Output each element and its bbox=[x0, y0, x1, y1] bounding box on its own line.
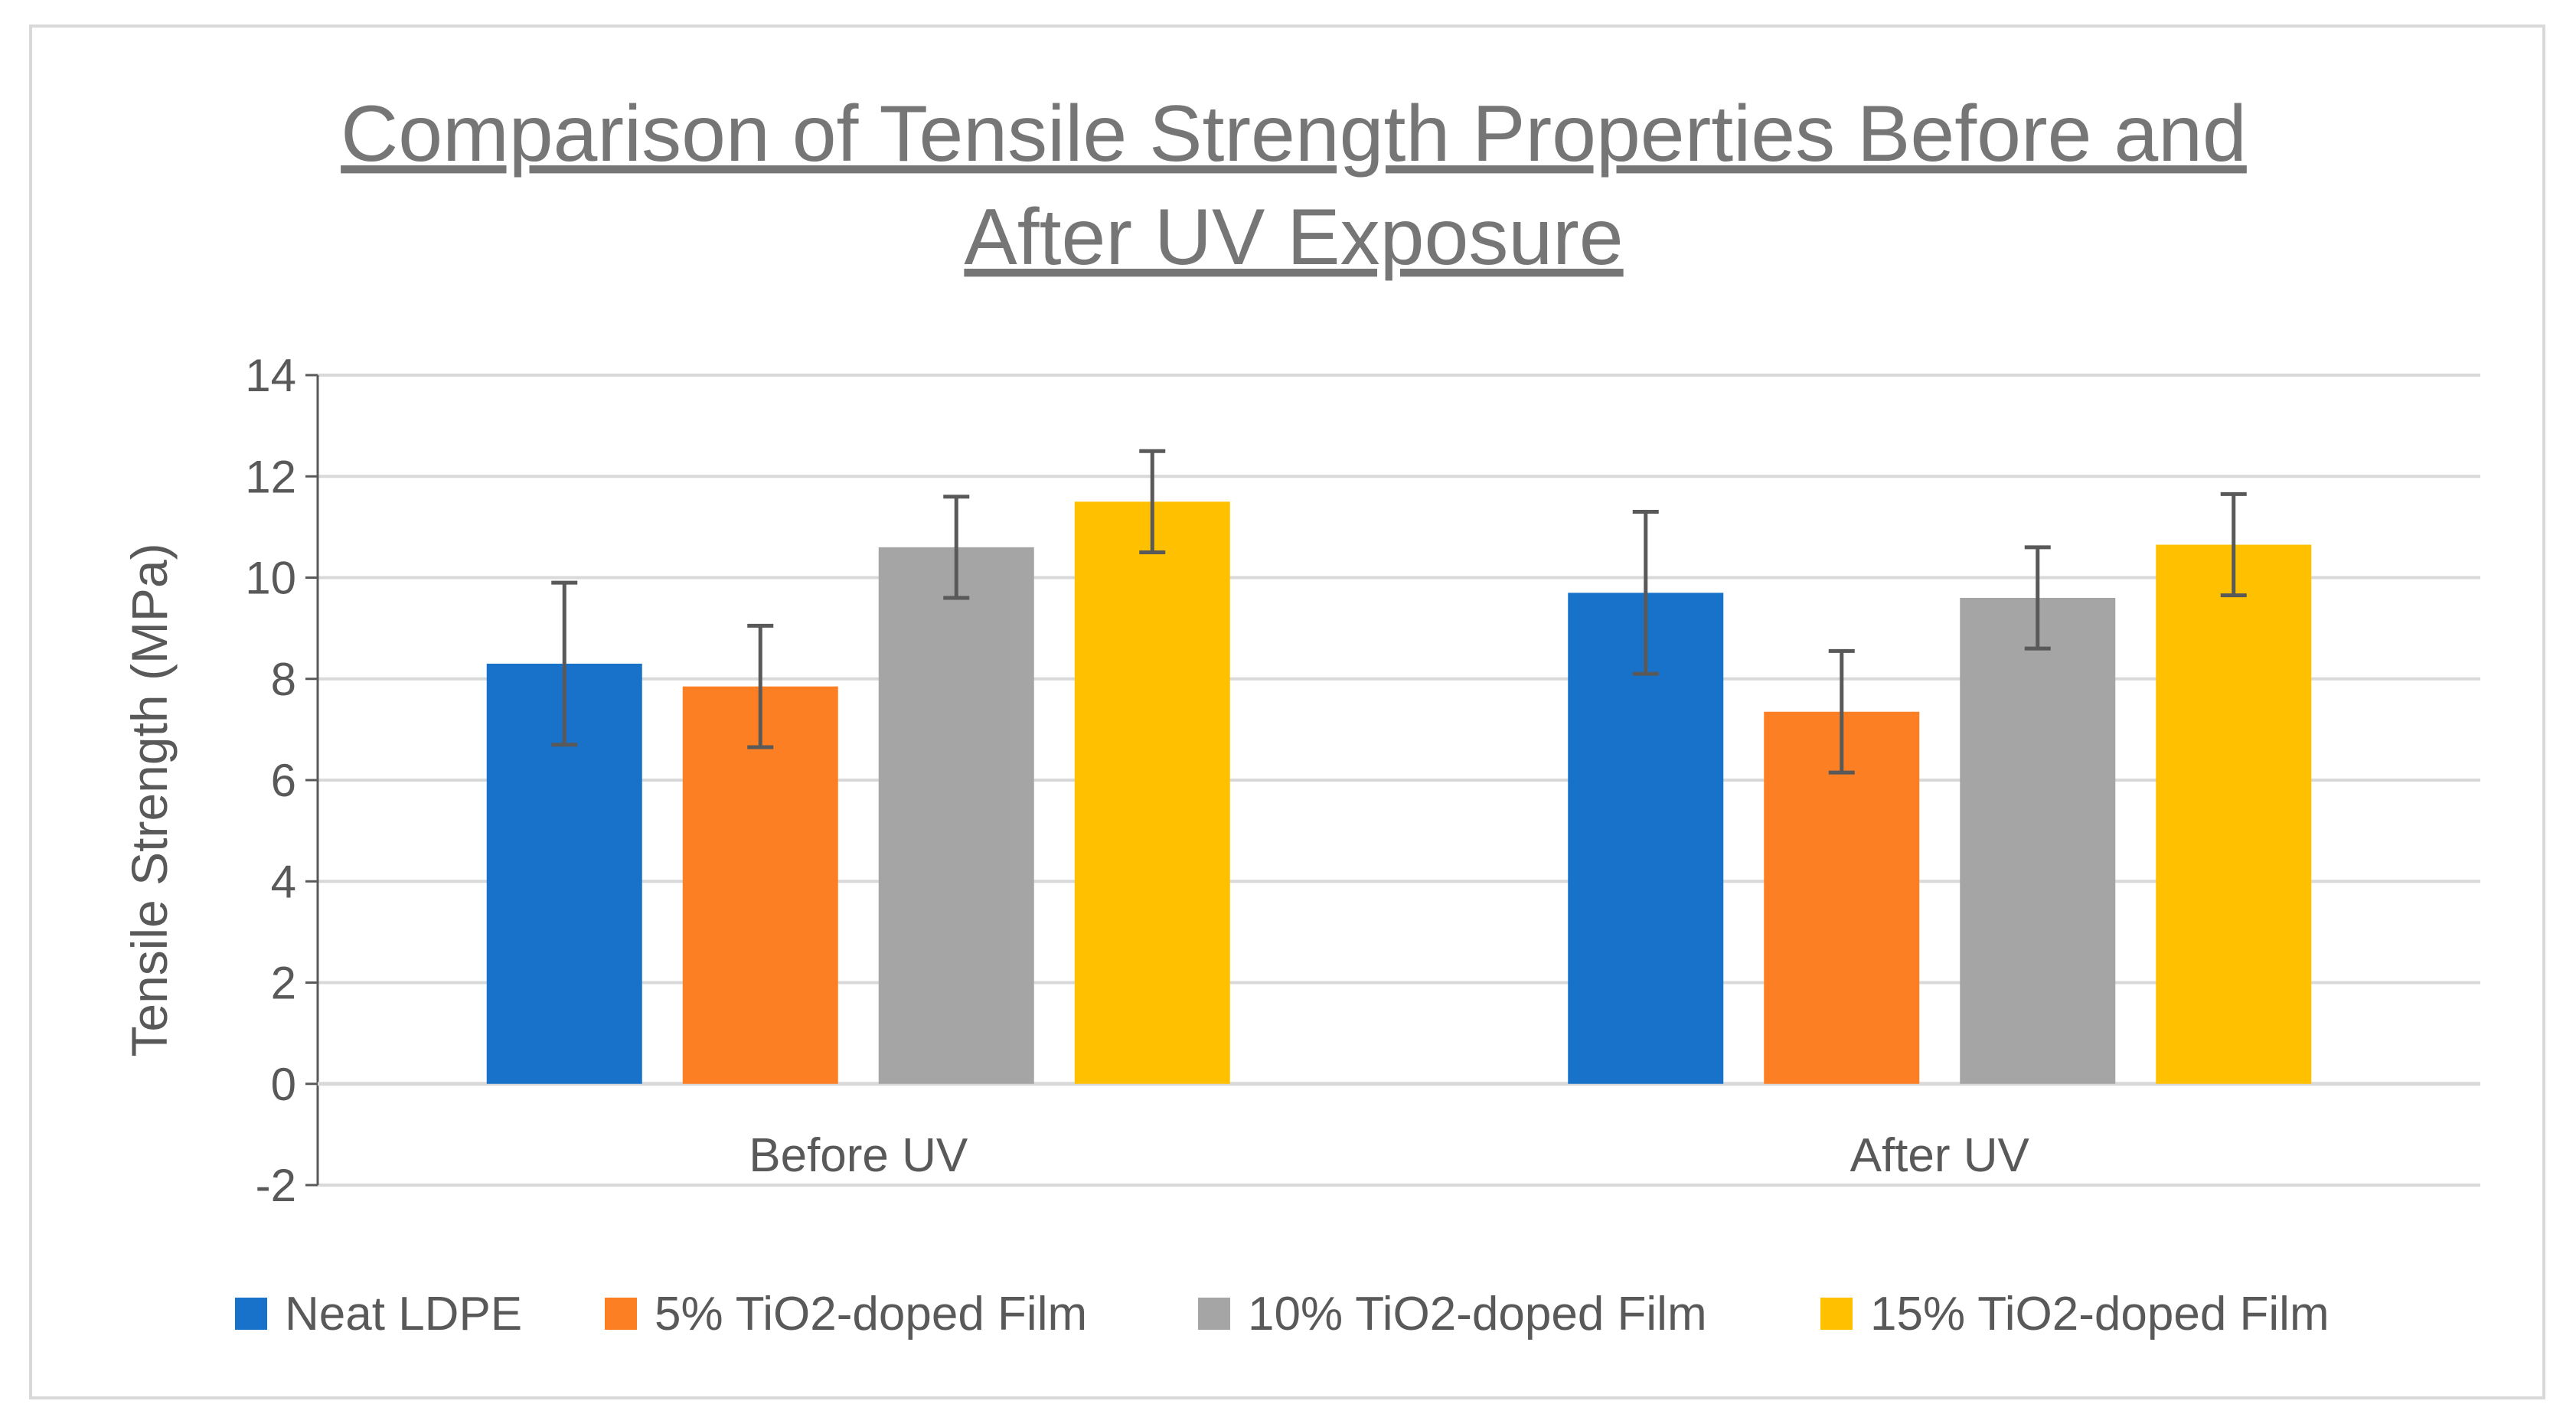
legend-label-1: Neat LDPE bbox=[285, 1288, 522, 1340]
y-tick-label-12: 12 bbox=[245, 451, 296, 502]
legend-swatch-1 bbox=[235, 1298, 267, 1330]
legend: Neat LDPE 5% TiO2-doped Film 10% TiO2-dope… bbox=[235, 1288, 2330, 1340]
bar-before-series-4 bbox=[1074, 501, 1230, 1084]
y-tick-label-10: 10 bbox=[245, 553, 296, 604]
y-tick-label-14: 14 bbox=[245, 350, 296, 401]
category-label-1: Before UV bbox=[749, 1129, 968, 1182]
category-label-2: After UV bbox=[1850, 1129, 2030, 1182]
legend-swatch-3 bbox=[1198, 1298, 1230, 1330]
y-tick-label-4: 4 bbox=[271, 856, 296, 907]
y-tick-label-2: 2 bbox=[271, 958, 296, 1009]
chart-frame bbox=[29, 24, 2545, 1399]
y-tick-label--2: -2 bbox=[256, 1160, 296, 1211]
legend-swatch-2 bbox=[605, 1298, 637, 1330]
chart-title-line-2: After UV Exposure bbox=[964, 193, 1623, 282]
bar-before-series-3 bbox=[878, 547, 1034, 1084]
legend-label-4: 15% TiO2-doped Film bbox=[1870, 1288, 2330, 1340]
y-tick-label-6: 6 bbox=[271, 755, 296, 806]
bar-after-series-4 bbox=[2156, 544, 2312, 1084]
bar-before-series-2 bbox=[682, 686, 838, 1084]
bar-after-series-3 bbox=[1960, 597, 2116, 1084]
y-tick-label-8: 8 bbox=[271, 654, 296, 705]
y-tick-labels: -2 0 2 4 6 8 10 12 14 bbox=[245, 350, 296, 1211]
chart-title-line-1: Comparison of Tensile Strength Propertie… bbox=[341, 90, 2247, 178]
legend-label-3: 10% TiO2-doped Film bbox=[1248, 1288, 1707, 1340]
gridlines bbox=[318, 374, 2480, 1187]
error-bars bbox=[551, 449, 2247, 775]
legend-swatch-4 bbox=[1820, 1298, 1853, 1330]
y-tick-label-0: 0 bbox=[271, 1059, 296, 1110]
y-axis-label: Tensile Strength (MPa) bbox=[121, 543, 178, 1056]
axes bbox=[305, 374, 2480, 1187]
category-labels: Before UV After UV bbox=[749, 1129, 2029, 1182]
legend-label-2: 5% TiO2-doped Film bbox=[655, 1288, 1087, 1340]
